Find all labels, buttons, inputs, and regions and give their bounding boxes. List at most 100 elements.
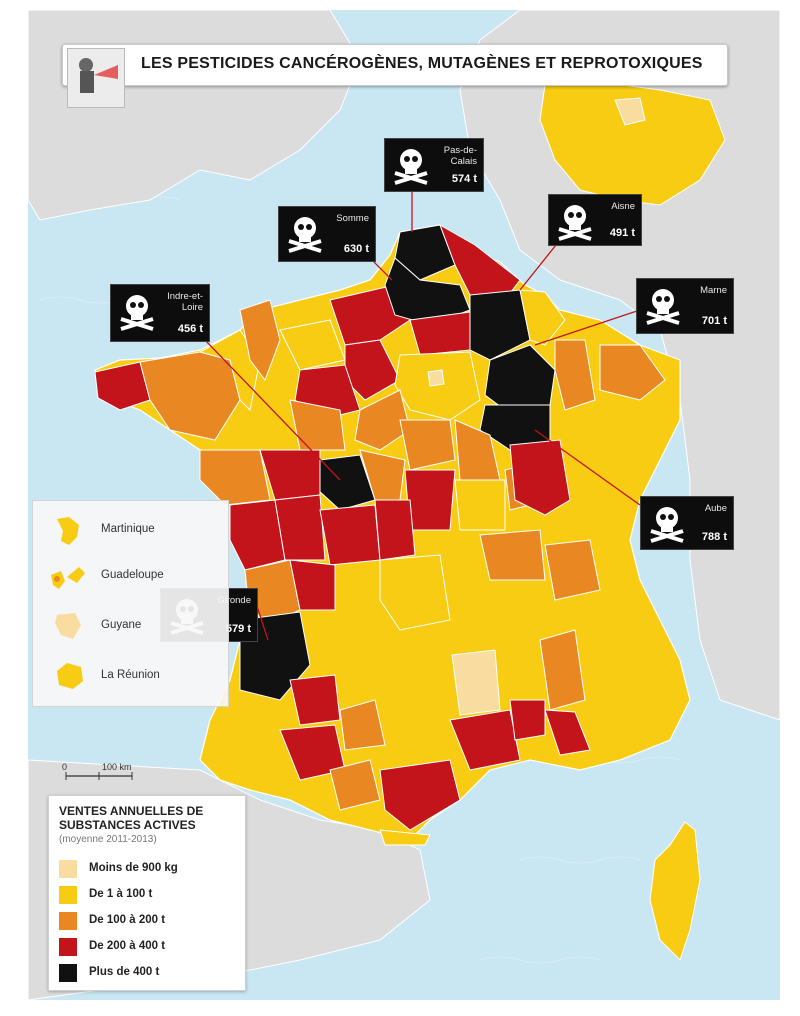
herault [379,759,461,831]
var-bouches [544,709,591,756]
belgium [539,81,726,206]
scale: 0 100 km [62,762,182,786]
overseas-label: Guyane [101,619,142,631]
overseas-item: Guyane [33,607,228,647]
dep-tonnes: 574 t [451,173,477,185]
dep-tonnes: 630 t [343,243,369,255]
dep-name: Somme [336,213,369,224]
vaucluse [509,699,546,741]
label-indre-et-loire: Indre-et- Loire 456 t [110,284,210,342]
manche [239,299,281,382]
tarn-et-garonne [339,699,386,751]
belgium-light [614,97,646,126]
saone-et-loire [479,529,546,581]
eure-et-loir [354,389,411,451]
meuse [554,339,596,411]
loire-atlantique [199,449,271,506]
legend-row: De 1 à 100 t [59,884,239,906]
overseas-panel: Martinique Guadeloupe Guyane La Réunion [32,500,229,707]
overseas-item: Martinique [33,511,228,551]
skull-icon [288,217,322,253]
pas-de-calais [394,224,456,281]
cher [404,469,456,531]
legend-row: Moins de 900 kg [59,858,239,880]
overseas-item: La Réunion [33,657,228,697]
overseas-label: Guadeloupe [101,569,164,581]
guadeloupe-shape [51,567,85,589]
scale-zero: 0 [62,762,68,772]
lot-et-garonne [289,674,341,726]
ain [544,539,601,601]
label-aube: Aube 788 t [640,496,734,550]
label-marne: Marne 701 t [636,278,734,334]
haute-marne [509,439,571,516]
legend-label: De 1 à 100 t [89,888,153,900]
haute-garonne [329,759,381,811]
overseas-label: Martinique [101,523,155,535]
map-title-banner: LES PESTICIDES CANCÉROGÈNES, MUTAGÈNES E… [62,44,728,108]
gard [449,709,521,771]
label-somme: Somme 630 t [278,206,376,262]
swatch-200-400 [59,938,77,956]
dep-name: Gironde [217,595,251,606]
legend-row: Plus de 400 t [59,962,239,984]
guyane-shape [55,613,81,639]
skull-icon [646,289,680,325]
deux-sevres [274,494,326,561]
pyrenees-orientales [379,829,431,846]
dep-tonnes: 701 t [701,315,727,327]
vendee [229,499,286,571]
label-aisne: Aisne 491 t [548,194,642,246]
legend-label: Moins de 900 kg [89,862,178,874]
dep-name: Aisne [611,201,635,212]
dep-tonnes: 788 t [701,531,727,543]
dep-name: Marne [700,285,727,296]
indre [374,499,416,561]
pesticide-sprayer-icon [67,48,125,108]
dep-name: Pas-de- Calais [443,145,477,167]
skull-icon [394,149,428,185]
dep-tonnes: 456 t [177,323,203,335]
swatch-moins-900kg [59,860,77,878]
legend-row: De 200 à 400 t [59,936,239,958]
nievre [454,479,506,531]
overseas-item: Guadeloupe [33,557,228,597]
loiret [399,419,456,471]
legend-label: Plus de 400 t [89,966,160,978]
legend-label: De 200 à 400 t [89,940,166,952]
label-pas-de-calais: Pas-de- Calais 574 t [384,138,484,192]
pointer-lines [204,190,641,641]
puy-de-dome [379,554,451,631]
legend-row: De 100 à 200 t [59,910,239,932]
brittany-finistere [94,361,151,411]
skull-icon [650,507,684,543]
swatch-plus-400 [59,964,77,982]
skull-icon [120,295,154,331]
drome [539,629,586,711]
aisne [469,289,531,361]
cantal [451,649,501,716]
map-title: LES PESTICIDES CANCÉROGÈNES, MUTAGÈNES E… [141,55,703,72]
oise [409,311,471,356]
legend-label: De 100 à 200 t [89,914,166,926]
dep-name: Indre-et- Loire [167,291,203,313]
dep-tonnes: 579 t [225,623,251,635]
sarthe [289,399,346,451]
lorraine [599,344,666,401]
skull-icon [558,205,592,241]
corsica [649,821,701,961]
legend-subtitle: (moyenne 2011-2013) [59,834,157,845]
reunion-shape [57,663,83,689]
ardennes [519,289,566,346]
swatch-1-100 [59,886,77,904]
overseas-label: La Réunion [101,669,160,681]
legend: VENTES ANNUELLES DE SUBSTANCES ACTIVES (… [48,795,246,991]
martinique-shape [57,517,79,545]
vienne [319,504,381,566]
dep-name: Aube [704,503,727,514]
legend-title: VENTES ANNUELLES DE SUBSTANCES ACTIVES [59,804,204,832]
dep-tonnes: 491 t [609,227,635,239]
charente [289,559,336,611]
scale-km: 100 km [102,762,132,772]
swatch-100-200 [59,912,77,930]
